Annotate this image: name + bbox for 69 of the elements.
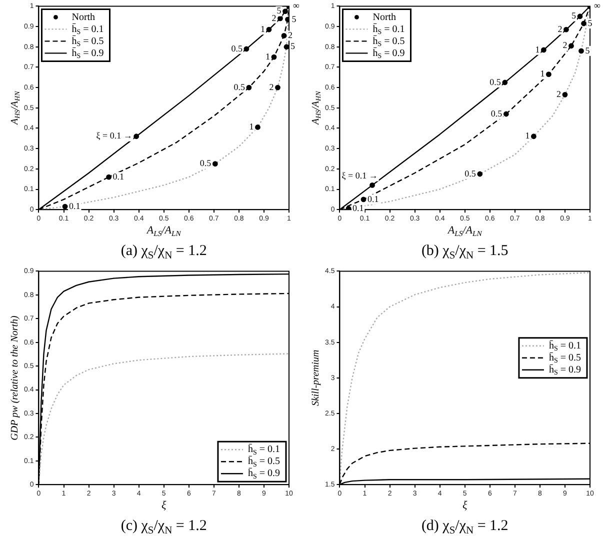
annotation: 2 — [269, 82, 274, 92]
annotation: 0.5 — [231, 43, 243, 54]
point — [502, 80, 508, 86]
point — [581, 20, 586, 26]
annotation: 1 — [525, 130, 530, 141]
annotation: 2 — [556, 89, 561, 100]
annotation: 5 — [571, 10, 576, 21]
point — [477, 171, 483, 177]
x-axis-title: ξ — [462, 499, 468, 512]
point — [62, 204, 68, 210]
annotation: 2 — [562, 40, 568, 50]
annotation: ξ = 0.1 → — [96, 130, 132, 141]
point — [360, 196, 366, 202]
point — [278, 16, 283, 22]
line-series — [340, 6, 590, 210]
point — [275, 84, 280, 90]
annotation: 0.5 — [464, 168, 476, 178]
annotation: 0.5 — [490, 108, 503, 118]
point — [577, 14, 583, 20]
annotation: 0.5 — [200, 158, 212, 168]
y-axis-title: GDP pw (relative to the North) — [9, 314, 20, 440]
annotation: 5 — [588, 18, 593, 28]
annotation: 1 — [535, 44, 540, 54]
annotation: 2 — [558, 24, 562, 34]
legend-label: North — [72, 12, 96, 23]
point — [255, 124, 260, 130]
x-axis-title: ξ — [162, 499, 167, 512]
annotation: 5 — [290, 41, 296, 52]
annotation: 1 — [249, 122, 254, 132]
annotation: 0.1 — [112, 171, 124, 182]
annotation: 1 — [260, 24, 265, 34]
point — [370, 182, 375, 188]
point — [266, 26, 272, 32]
line-series — [340, 272, 590, 485]
y-axis-title: Skill-premium — [310, 350, 322, 406]
line-series — [38, 6, 289, 210]
point — [284, 44, 289, 50]
annotation: 2 — [288, 30, 292, 40]
point — [106, 174, 112, 180]
point — [282, 8, 288, 14]
point — [546, 72, 552, 78]
point — [564, 26, 569, 32]
legend-label: North — [372, 12, 396, 23]
annotation: ∞ — [594, 0, 601, 11]
annotation: 5 — [292, 14, 297, 24]
annotation: 1 — [540, 68, 545, 79]
annotation: 0.5 — [490, 76, 502, 87]
point — [212, 161, 218, 167]
annotation: 2 — [272, 12, 276, 23]
annotation: 1 — [265, 51, 270, 62]
point — [562, 92, 568, 98]
point — [271, 54, 277, 60]
annotation: 0.1 — [69, 200, 80, 211]
annotation: ∞ — [293, 0, 300, 11]
annotation: 0.1 — [368, 194, 379, 204]
annotation: 0.1 — [352, 202, 364, 213]
point — [568, 43, 574, 49]
point — [246, 84, 252, 90]
annotation: 5 — [585, 45, 590, 56]
point — [503, 111, 509, 117]
point — [244, 46, 250, 52]
point — [541, 47, 546, 53]
point — [281, 32, 287, 38]
point — [578, 48, 584, 54]
annotation: ξ = 0.1 → — [342, 170, 378, 181]
point — [134, 134, 140, 140]
point — [530, 134, 536, 140]
annotation: 0.5 — [234, 82, 246, 92]
annotation: 5 — [276, 6, 282, 16]
